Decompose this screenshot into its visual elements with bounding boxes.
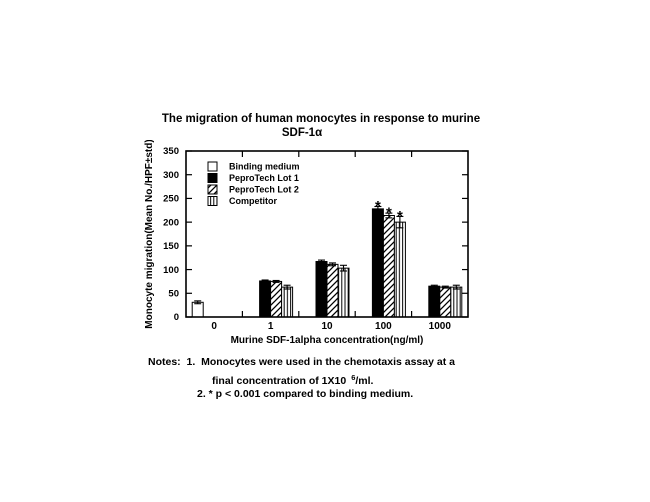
significance-asterisk-competitor: * — [397, 208, 403, 225]
error-bar — [441, 285, 449, 289]
error-bar — [430, 284, 438, 288]
legend-item-competitor: Competitor — [207, 196, 277, 206]
legend-item-binding-medium: Binding medium — [207, 161, 300, 172]
error-bar — [283, 284, 291, 290]
bar-peprotech-lot-2-1 — [270, 280, 283, 318]
error-bar — [452, 284, 460, 290]
bar-peprotech-lot-1-1000 — [428, 285, 441, 318]
note-line-2-unit: /ml. — [355, 375, 374, 387]
bar-peprotech-lot-2-10 — [326, 263, 339, 318]
significance-asterisk-peprotech-lot-1: * — [375, 198, 381, 215]
y-tick-label: 0 — [174, 312, 179, 323]
error-bar — [329, 262, 336, 267]
x-axis-title: Murine SDF-1alpha concentration(ng/ml) — [231, 335, 424, 346]
bar-peprotech-lot-1-10 — [315, 261, 328, 318]
y-tick-label: 350 — [163, 146, 179, 157]
error-bars-layer — [194, 205, 460, 305]
y-axis-title: Monocyte migration(Mean No./HPF±std) — [144, 140, 155, 329]
note-line-3: 2. * p < 0.001 compared to binding mediu… — [197, 388, 414, 400]
x-tick-label: 1 — [268, 321, 274, 332]
legend-swatch-peprotech-lot-2 — [207, 184, 218, 195]
x-tick-label: 10 — [321, 321, 333, 332]
y-tick-label: 50 — [168, 288, 179, 299]
bar-peprotech-lot-2-1000 — [439, 286, 452, 318]
x-tick-labels: 0 1 10 100 1000 — [211, 321, 451, 332]
note-line-2-text: final concentration of 1X10 — [212, 375, 347, 387]
legend-swatch-binding-medium — [207, 161, 218, 172]
superscript-exponent: 6 — [351, 373, 356, 382]
error-bar — [340, 264, 347, 272]
legend-swatch-competitor — [207, 196, 218, 206]
x-ticks — [241, 151, 413, 317]
significance-markers: * * * — [375, 198, 403, 225]
bars-layer — [191, 208, 463, 318]
note-line-1: Notes: 1. Monocytes were used in the che… — [148, 356, 455, 368]
bar-binding-medium-0 — [191, 301, 204, 318]
bar-peprotech-lot-1-1 — [259, 280, 272, 318]
legend-label-peprotech-lot-1: PeproTech Lot 1 — [229, 173, 299, 183]
note-line-2: final concentration of 1X10 6/ml. — [212, 373, 373, 387]
bar-peprotech-lot-2-100 — [382, 215, 395, 318]
x-tick-label: 1000 — [429, 321, 452, 332]
legend-swatch-peprotech-lot-1 — [207, 173, 218, 183]
x-tick-label: 0 — [211, 321, 217, 332]
error-bar — [272, 279, 280, 283]
legend-label-competitor: Competitor — [229, 196, 277, 206]
legend-label-peprotech-lot-2: PeproTech Lot 2 — [229, 185, 299, 195]
bar-chart: 0 50 100 150 200 250 300 350 0 1 10 100 1000 Bindin… — [144, 140, 469, 346]
y-tick-label: 300 — [163, 170, 179, 181]
error-bar — [194, 300, 202, 305]
bar-competitor-100 — [393, 221, 406, 318]
y-tick-label: 200 — [163, 217, 179, 228]
legend-label-binding-medium: Binding medium — [229, 162, 300, 172]
bar-competitor-1 — [281, 286, 294, 318]
y-tick-labels: 0 50 100 150 200 250 300 350 — [163, 146, 179, 323]
y-ticks — [186, 150, 468, 318]
error-bar — [385, 212, 393, 219]
x-tick-label: 100 — [375, 321, 392, 332]
chart-title-line2: SDF-1α — [281, 127, 323, 139]
bar-competitor-10 — [337, 267, 350, 318]
y-tick-label: 250 — [163, 194, 179, 205]
y-tick-label: 150 — [163, 241, 179, 252]
error-bar — [374, 205, 382, 212]
significance-asterisk-peprotech-lot-2: * — [386, 205, 392, 222]
bar-competitor-1000 — [450, 286, 463, 318]
bar-peprotech-lot-1-100 — [371, 208, 384, 318]
error-bar — [318, 259, 325, 264]
error-bar — [396, 215, 404, 229]
legend-item-peprotech-lot-2: PeproTech Lot 2 — [207, 184, 299, 195]
plot-frame — [185, 150, 469, 318]
y-tick-label: 100 — [163, 265, 179, 276]
error-bar — [261, 279, 269, 283]
chart-title-line1: The migration of human monocytes in resp… — [161, 113, 481, 125]
legend-item-peprotech-lot-1: PeproTech Lot 1 — [207, 173, 299, 183]
